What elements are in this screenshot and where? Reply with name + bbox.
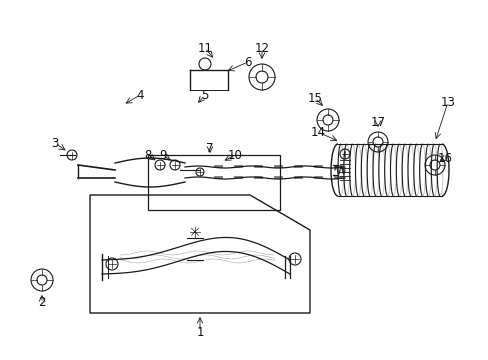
Text: 15: 15 (307, 91, 322, 104)
Bar (148, 155, 280, 210)
Text: 17: 17 (370, 116, 385, 129)
Text: 16: 16 (437, 152, 451, 165)
Text: 7: 7 (206, 141, 213, 154)
Text: 1: 1 (196, 325, 203, 338)
Text: 3: 3 (51, 136, 59, 149)
Text: 11: 11 (197, 41, 212, 54)
Text: 5: 5 (201, 89, 208, 102)
Text: 4: 4 (136, 89, 143, 102)
Text: 2: 2 (38, 297, 46, 310)
Text: 14: 14 (310, 126, 325, 139)
Text: 6: 6 (244, 55, 251, 68)
Text: 10: 10 (227, 149, 242, 162)
Text: 8: 8 (144, 149, 151, 162)
Text: 13: 13 (440, 95, 454, 108)
Text: 12: 12 (254, 41, 269, 54)
Text: 9: 9 (159, 149, 166, 162)
